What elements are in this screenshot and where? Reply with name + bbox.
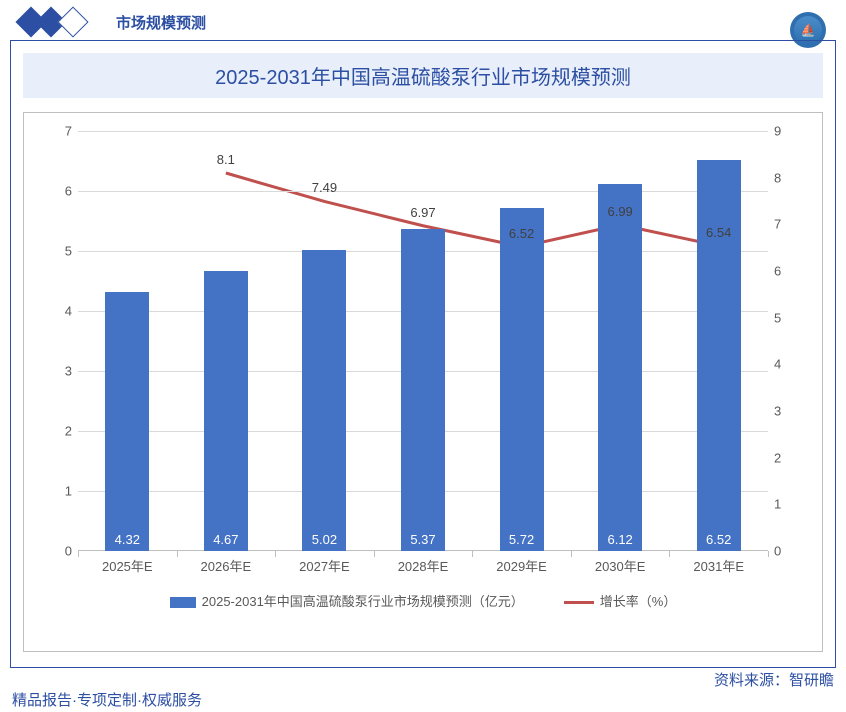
chart-title: 2025-2031年中国高温硫酸泵行业市场规模预测	[23, 53, 823, 98]
y-left-tick-label: 7	[48, 124, 72, 139]
bar: 5.72	[500, 208, 544, 551]
y-right-tick-label: 9	[774, 124, 798, 139]
y-right-tick-label: 7	[774, 217, 798, 232]
y-right-tick-label: 3	[774, 404, 798, 419]
y-right-tick-label: 4	[774, 357, 798, 372]
y-left-tick-label: 5	[48, 244, 72, 259]
y-right-tick-label: 1	[774, 497, 798, 512]
y-left-tick-label: 2	[48, 424, 72, 439]
x-tick	[374, 551, 375, 557]
y-right-tick-label: 6	[774, 264, 798, 279]
page-header: 市场规模预测 ⛵	[10, 8, 836, 36]
y-left-tick-label: 6	[48, 184, 72, 199]
bar: 6.52	[697, 160, 741, 551]
gridline	[78, 131, 768, 132]
line-value-label: 6.99	[607, 204, 632, 219]
bar-value-label: 5.37	[401, 532, 445, 547]
bar: 5.02	[302, 250, 346, 551]
bar-value-label: 4.67	[204, 532, 248, 547]
legend-item-bar: 2025-2031年中国高温硫酸泵行业市场规模预测（亿元）	[170, 591, 524, 610]
x-category-label: 2027年E	[299, 556, 350, 575]
y-left-tick-label: 1	[48, 484, 72, 499]
x-tick	[78, 551, 79, 557]
gridline	[78, 191, 768, 192]
line-value-label: 7.49	[312, 180, 337, 195]
bar-value-label: 6.52	[697, 532, 741, 547]
chart-container: 2025-2031年中国高温硫酸泵行业市场规模预测 0 1 2 3 4 5 6 7 0 1 2 3 4 5…	[10, 40, 836, 668]
x-tick	[571, 551, 572, 557]
bar-value-label: 6.12	[598, 532, 642, 547]
x-category-label: 2029年E	[496, 556, 547, 575]
y-right-tick-label: 5	[774, 310, 798, 325]
x-category-label: 2031年E	[693, 556, 744, 575]
y-left-tick-label: 0	[48, 544, 72, 559]
bar: 6.12	[598, 184, 642, 551]
y-left-tick-label: 4	[48, 304, 72, 319]
bar-value-label: 5.02	[302, 532, 346, 547]
bar: 5.37	[401, 229, 445, 551]
plot-frame: 0 1 2 3 4 5 6 7 0 1 2 3 4 5 6 7 8 9 4.32 2025年E 4.67 2026年E 5.…	[23, 112, 823, 652]
x-tick	[275, 551, 276, 557]
x-category-label: 2025年E	[102, 556, 153, 575]
legend: 2025-2031年中国高温硫酸泵行业市场规模预测（亿元） 增长率（%）	[34, 591, 812, 610]
x-category-label: 2030年E	[595, 556, 646, 575]
legend-item-line: 增长率（%）	[564, 591, 677, 610]
legend-bar-label: 2025-2031年中国高温硫酸泵行业市场规模预测（亿元）	[202, 594, 524, 609]
x-tick	[669, 551, 670, 557]
bar: 4.32	[105, 292, 149, 551]
plot-area: 0123456701234567894.322025年E4.672026年E5.…	[78, 131, 768, 551]
bar: 4.67	[204, 271, 248, 551]
line-value-label: 6.52	[509, 226, 534, 241]
line-value-label: 6.97	[410, 205, 435, 220]
x-category-label: 2028年E	[398, 556, 449, 575]
x-tick	[768, 551, 769, 557]
bar-value-label: 4.32	[105, 532, 149, 547]
source-attribution: 资料来源：智研瞻	[714, 669, 834, 690]
bar-value-label: 5.72	[500, 532, 544, 547]
y-right-tick-label: 8	[774, 170, 798, 185]
y-right-tick-label: 0	[774, 544, 798, 559]
y-right-tick-label: 2	[774, 450, 798, 465]
y-left-tick-label: 3	[48, 364, 72, 379]
line-value-label: 6.54	[706, 225, 731, 240]
footer-tagline: 精品报告·专项定制·权威服务	[12, 689, 202, 710]
header-decoration	[10, 10, 100, 34]
x-category-label: 2026年E	[201, 556, 252, 575]
legend-line-label: 增长率（%）	[600, 594, 677, 609]
line-value-label: 8.1	[217, 152, 235, 167]
x-tick	[472, 551, 473, 557]
x-tick	[177, 551, 178, 557]
section-label: 市场规模预测	[116, 12, 206, 33]
